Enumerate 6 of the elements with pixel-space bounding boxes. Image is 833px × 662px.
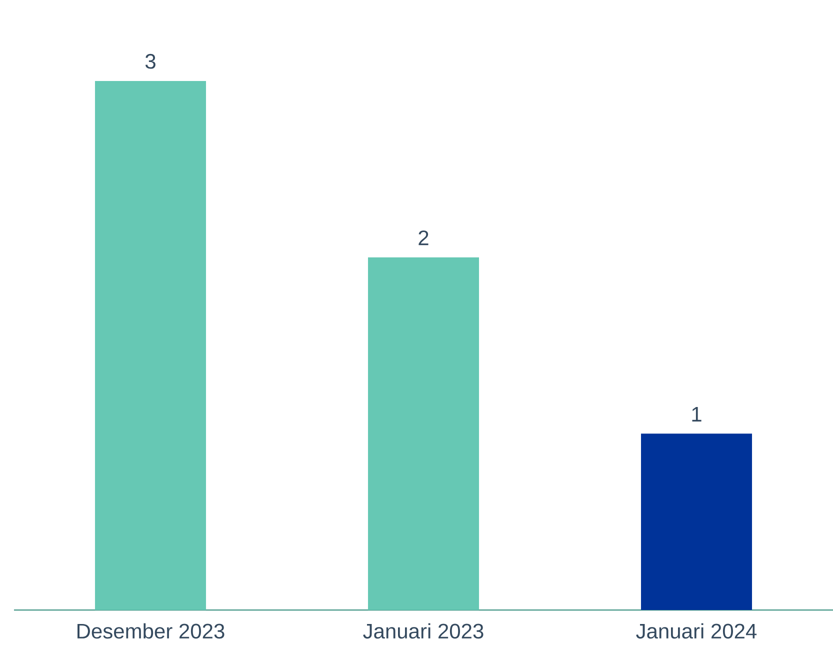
x-tick-label: Januari 2024 — [636, 623, 757, 639]
x-tick-label: Desember 2023 — [78, 623, 224, 639]
x-tick-label: Januari 2023 — [363, 623, 484, 639]
data-label: 2 — [418, 230, 428, 246]
data-label: 1 — [692, 407, 702, 422]
data-label: 3 — [145, 54, 156, 69]
